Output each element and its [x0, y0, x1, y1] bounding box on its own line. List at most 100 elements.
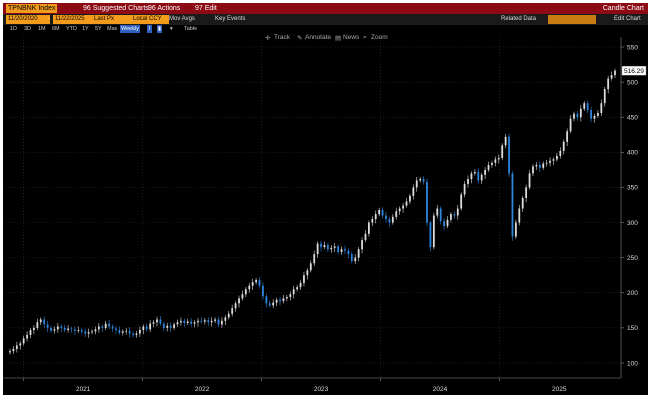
edit-menu[interactable]: 97 Edit [195, 5, 217, 12]
chart-toolbar: 11/20/2020 - 11/22/2025 Last Px Local CC… [3, 14, 648, 25]
candle-body [443, 221, 445, 227]
suggested-charts-menu[interactable]: 96 Suggested Charts [83, 5, 149, 12]
period-1y[interactable]: 1Y [82, 26, 89, 32]
x-tick-label: 2021 [76, 386, 91, 393]
track-icon[interactable]: ✛ [265, 35, 271, 42]
news-button[interactable]: News [343, 34, 360, 41]
candle-body [15, 345, 18, 349]
candle-body [251, 282, 254, 286]
candle-body [590, 110, 592, 119]
period-6m[interactable]: 6M [52, 26, 60, 32]
ticker-field[interactable]: TPNBNK Index [6, 4, 58, 13]
news-icon[interactable]: ▤ [335, 35, 342, 42]
zoom-icon[interactable]: ⌕ [363, 34, 367, 41]
candle-body [494, 159, 497, 163]
table-button[interactable]: Table [184, 26, 198, 32]
candle-body [535, 164, 538, 167]
key-events-button[interactable]: Key Events [215, 16, 246, 22]
candle-body [467, 179, 469, 184]
candle-body [33, 327, 35, 330]
chevron-down-icon[interactable]: ▾ [170, 26, 173, 32]
candle-body [309, 263, 312, 271]
x-tick-label: 2023 [314, 386, 329, 393]
candle-body [262, 285, 264, 297]
candle-body [12, 348, 15, 352]
candle-body [255, 280, 258, 283]
candle-body [347, 250, 350, 255]
annotate-icon[interactable]: ✎ [297, 35, 303, 42]
currency-select[interactable]: Local CCY [131, 15, 169, 24]
mov-avgs-button[interactable]: Mov Avgs [169, 16, 195, 22]
candle-body [350, 254, 353, 262]
candle-chart-icon[interactable]: ▮ [157, 25, 163, 33]
period-1m[interactable]: 1M [38, 26, 46, 32]
period-3d[interactable]: 3D [24, 26, 32, 32]
candle-body [405, 201, 408, 206]
y-tick-label: 400 [627, 150, 638, 157]
candle-body [313, 254, 316, 264]
candle-body [439, 208, 442, 222]
x-tick-label: 2024 [433, 386, 448, 393]
candle-body [296, 287, 299, 290]
candle-body [528, 173, 531, 188]
candle-body [354, 257, 357, 262]
candle-body [538, 164, 541, 168]
zoom-button[interactable]: Zoom [371, 34, 388, 41]
track-button[interactable]: Track [274, 34, 291, 41]
line-chart-icon[interactable]: ⌇ [147, 25, 152, 33]
last-value-text: 516.29 [624, 68, 644, 75]
candle-body [149, 323, 152, 330]
candle-body [241, 294, 244, 299]
annotate-button[interactable]: Annotate [305, 34, 332, 41]
candle-body [508, 136, 510, 174]
candle-body [169, 325, 172, 328]
frequency-select[interactable]: Weekly [120, 25, 140, 33]
end-date-field[interactable]: 11/22/2025 [53, 15, 93, 24]
candle-body [115, 328, 117, 330]
candle-body [118, 329, 121, 333]
candle-body [521, 197, 524, 209]
candle-body [203, 320, 206, 322]
candle-body [357, 249, 360, 258]
candle-body [456, 208, 459, 216]
candle-body [145, 326, 148, 330]
candle-body [125, 330, 128, 332]
start-date-field[interactable]: 11/20/2020 [6, 15, 50, 24]
candle-body [391, 216, 394, 223]
candle-body [159, 319, 162, 324]
candle-body [340, 249, 343, 253]
candle-body [453, 214, 456, 216]
candle-body [186, 321, 189, 323]
period-ytd[interactable]: YTD [66, 26, 77, 32]
period-max[interactable]: Max [107, 26, 118, 32]
candle-body [152, 322, 155, 324]
candle-body [426, 181, 428, 223]
y-tick-label: 350 [627, 185, 638, 192]
orange-input-field[interactable] [548, 15, 596, 24]
candle-body [487, 164, 490, 170]
related-data-menu[interactable]: Related Data [501, 16, 537, 22]
candle-body [258, 280, 261, 286]
y-tick-label: 300 [627, 220, 638, 227]
candle-body [94, 329, 97, 332]
candle-body [371, 219, 374, 223]
candle-body [532, 166, 534, 174]
candle-body [436, 208, 439, 216]
candle-body [446, 219, 449, 227]
period-5y[interactable]: 5Y [95, 26, 102, 32]
actions-menu[interactable]: 96 Actions [148, 5, 181, 12]
candle-body [306, 270, 309, 276]
last-value-box [621, 65, 647, 76]
candle-body [569, 118, 572, 132]
period-1d[interactable]: 1D [10, 26, 18, 32]
candle-body [395, 211, 398, 217]
candle-body [381, 209, 384, 216]
candle-body [53, 329, 56, 331]
candle-body [56, 326, 59, 330]
price-field-select[interactable]: Last Px [92, 15, 132, 24]
edit-chart-button[interactable]: Edit Chart [614, 16, 641, 22]
candle-body [248, 285, 251, 290]
candle-body [63, 327, 66, 330]
candle-body [282, 298, 285, 302]
